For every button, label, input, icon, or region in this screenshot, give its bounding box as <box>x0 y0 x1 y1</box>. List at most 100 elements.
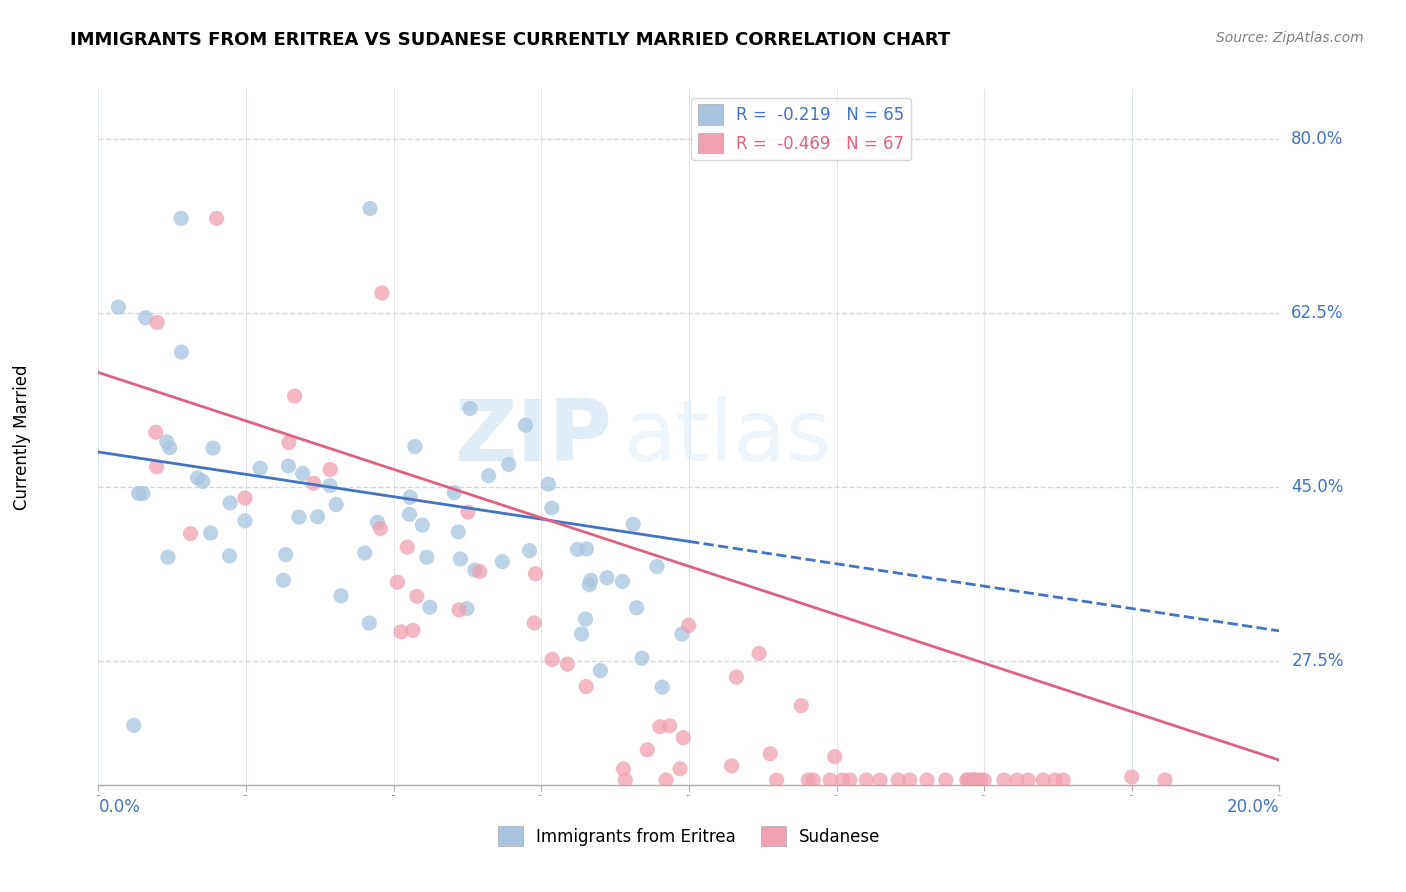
Point <box>219 496 242 510</box>
Point <box>631 651 654 665</box>
Point <box>491 555 513 569</box>
Point <box>515 418 537 433</box>
Point <box>443 485 465 500</box>
Point <box>869 772 891 787</box>
Point <box>205 211 228 226</box>
Point <box>831 772 853 787</box>
Point <box>249 461 271 475</box>
Point <box>156 550 179 565</box>
Point <box>277 435 299 450</box>
Point <box>458 401 481 416</box>
Point <box>1121 770 1143 784</box>
Text: IMMIGRANTS FROM ERITREA VS SUDANESE CURRENTLY MARRIED CORRELATION CHART: IMMIGRANTS FROM ERITREA VS SUDANESE CURR… <box>70 31 950 49</box>
Point <box>146 315 169 329</box>
Point <box>887 772 910 787</box>
Point <box>170 211 193 226</box>
Point <box>898 772 921 787</box>
Point <box>759 747 782 761</box>
Point <box>411 518 433 533</box>
Point <box>288 510 311 524</box>
Point <box>398 508 420 522</box>
Point <box>274 548 297 562</box>
Point <box>387 575 409 590</box>
Point <box>636 743 658 757</box>
Point <box>218 549 240 563</box>
Point <box>621 517 644 532</box>
Legend: Immigrants from Eritrea, Sudanese: Immigrants from Eritrea, Sudanese <box>491 820 887 853</box>
Point <box>319 478 342 492</box>
Point <box>973 772 995 787</box>
Point <box>541 652 564 666</box>
Text: 45.0%: 45.0% <box>1291 478 1344 496</box>
Point <box>838 772 860 787</box>
Point <box>371 285 394 300</box>
Point <box>156 434 179 449</box>
Point <box>571 627 593 641</box>
Point <box>457 505 479 519</box>
Point <box>396 540 419 554</box>
Point <box>567 542 589 557</box>
Point <box>519 543 541 558</box>
Point <box>658 719 681 733</box>
Text: 80.0%: 80.0% <box>1291 130 1344 148</box>
Point <box>404 440 426 454</box>
Point <box>200 525 222 540</box>
Point <box>447 524 470 539</box>
Point <box>1005 772 1028 787</box>
Point <box>468 565 491 579</box>
Point <box>359 202 381 216</box>
Point <box>589 664 612 678</box>
Point <box>614 772 637 787</box>
Point <box>960 772 983 787</box>
Point <box>524 566 547 581</box>
Point <box>107 300 129 314</box>
Point <box>575 541 598 556</box>
Point <box>233 514 256 528</box>
Point <box>523 615 546 630</box>
Point <box>626 600 648 615</box>
Point <box>456 601 478 615</box>
Point <box>399 490 422 504</box>
Point <box>353 546 375 560</box>
Point <box>170 345 193 359</box>
Point <box>366 516 388 530</box>
Point <box>557 657 579 672</box>
Point <box>498 458 520 472</box>
Point <box>956 772 979 787</box>
Point <box>574 612 596 626</box>
Point <box>765 772 787 787</box>
Point <box>389 624 412 639</box>
Point <box>801 772 824 787</box>
Point <box>1032 772 1054 787</box>
Point <box>145 425 167 440</box>
Point <box>284 389 307 403</box>
Point <box>302 476 325 491</box>
Point <box>359 615 381 630</box>
Point <box>307 509 329 524</box>
Point <box>233 491 256 505</box>
Point <box>1017 772 1039 787</box>
Point <box>291 467 314 481</box>
Text: atlas: atlas <box>624 395 832 479</box>
Point <box>725 670 748 684</box>
Point <box>655 772 678 787</box>
Text: ZIP: ZIP <box>454 395 612 479</box>
Point <box>935 772 957 787</box>
Point <box>368 522 391 536</box>
Text: Source: ZipAtlas.com: Source: ZipAtlas.com <box>1216 31 1364 45</box>
Point <box>797 772 820 787</box>
Point <box>575 680 598 694</box>
Point <box>325 498 347 512</box>
Point <box>419 600 441 615</box>
Point <box>416 550 439 565</box>
Point <box>965 772 987 787</box>
Text: Currently Married: Currently Married <box>13 364 31 510</box>
Text: 20.0%: 20.0% <box>1227 797 1279 816</box>
Point <box>993 772 1015 787</box>
Point <box>201 441 224 455</box>
Point <box>612 574 634 589</box>
Point <box>1154 772 1177 787</box>
Point <box>537 477 560 491</box>
Point <box>672 731 695 745</box>
Point <box>824 749 846 764</box>
